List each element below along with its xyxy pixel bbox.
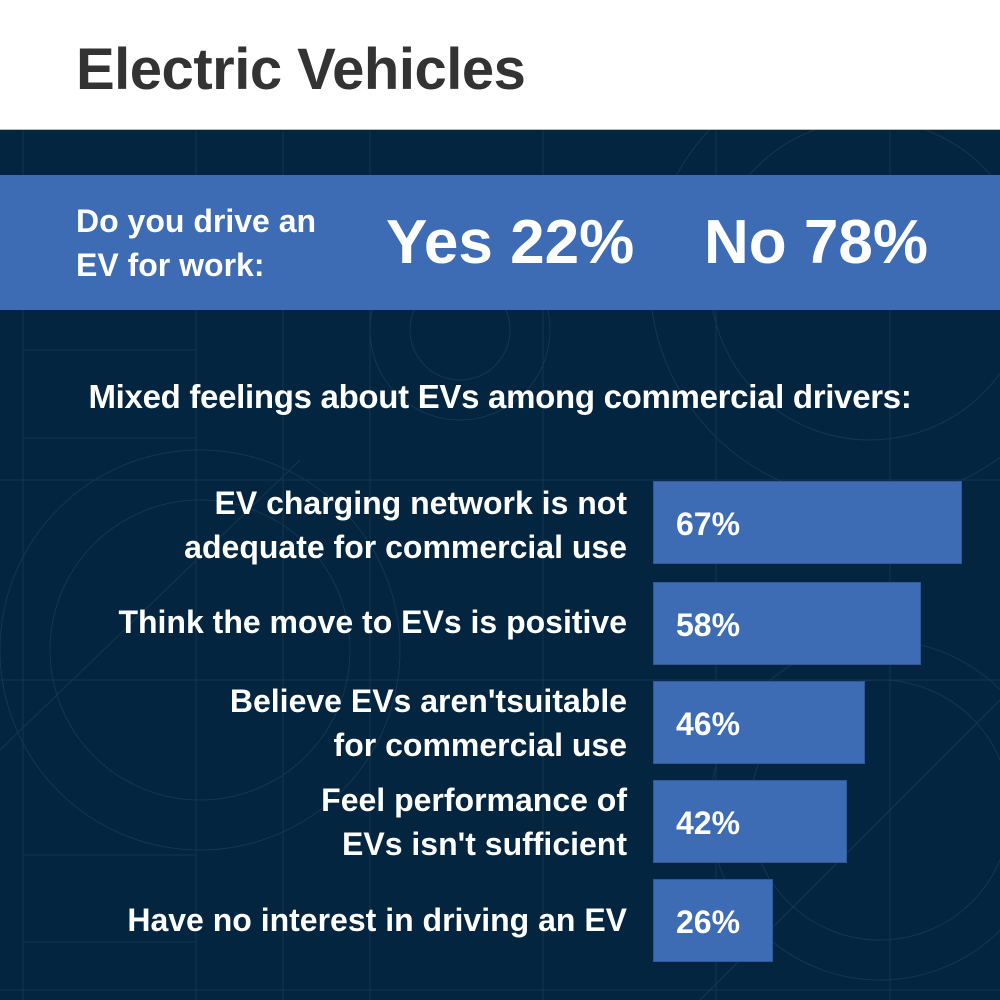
- banner-question: Do you drive an EV for work:: [76, 199, 376, 287]
- bar: 42%: [653, 780, 847, 863]
- bar-value: 67%: [676, 506, 741, 542]
- bar-label-line1: Believe EVs aren'tsuitable: [229, 683, 627, 719]
- bar-label-line1: Think the move to EVs is positive: [118, 604, 627, 640]
- bar-label-line1: EV charging network is not: [214, 485, 628, 521]
- bar: 46%: [653, 681, 865, 764]
- banner-question-line2: EV for work:: [76, 247, 265, 283]
- banner-yes-value: Yes 22%: [386, 208, 635, 277]
- bar-label-line2: for commercial use: [333, 727, 627, 763]
- bar: 67%: [653, 481, 962, 564]
- bar-label: Think the move to EVs is positive: [118, 600, 627, 644]
- ev-for-work-banner: Do you drive an EV for work: Yes 22% No …: [0, 175, 1000, 310]
- header: Electric Vehicles: [0, 0, 1000, 130]
- bar-value: 26%: [676, 904, 741, 940]
- bar: 26%: [653, 879, 773, 962]
- bar-label-line2: EVs isn't sufficient: [342, 826, 627, 862]
- page-title: Electric Vehicles: [76, 37, 526, 102]
- bar-label-line1: Have no interest in driving an EV: [127, 902, 627, 938]
- bar-label-line2: adequate for commercial use: [184, 529, 627, 565]
- bar-value: 58%: [676, 607, 741, 643]
- infographic-panel: Do you drive an EV for work: Yes 22% No …: [0, 130, 1000, 1000]
- bar: 58%: [653, 582, 921, 665]
- bar-label: Believe EVs aren'tsuitable for commercia…: [230, 679, 627, 767]
- chart-subtitle: Mixed feelings about EVs among commercia…: [88, 378, 912, 415]
- bar-label: EV charging network is not adequate for …: [184, 481, 627, 569]
- bar-label-line1: Feel performance of: [321, 782, 627, 818]
- bar-value: 42%: [676, 805, 741, 841]
- bar-value: 46%: [676, 706, 741, 742]
- bar-label: Feel performance of EVs isn't sufficient: [321, 778, 627, 866]
- banner-no-value: No 78%: [704, 208, 928, 277]
- banner-question-line1: Do you drive an: [76, 203, 317, 239]
- bar-label: Have no interest in driving an EV: [127, 898, 627, 942]
